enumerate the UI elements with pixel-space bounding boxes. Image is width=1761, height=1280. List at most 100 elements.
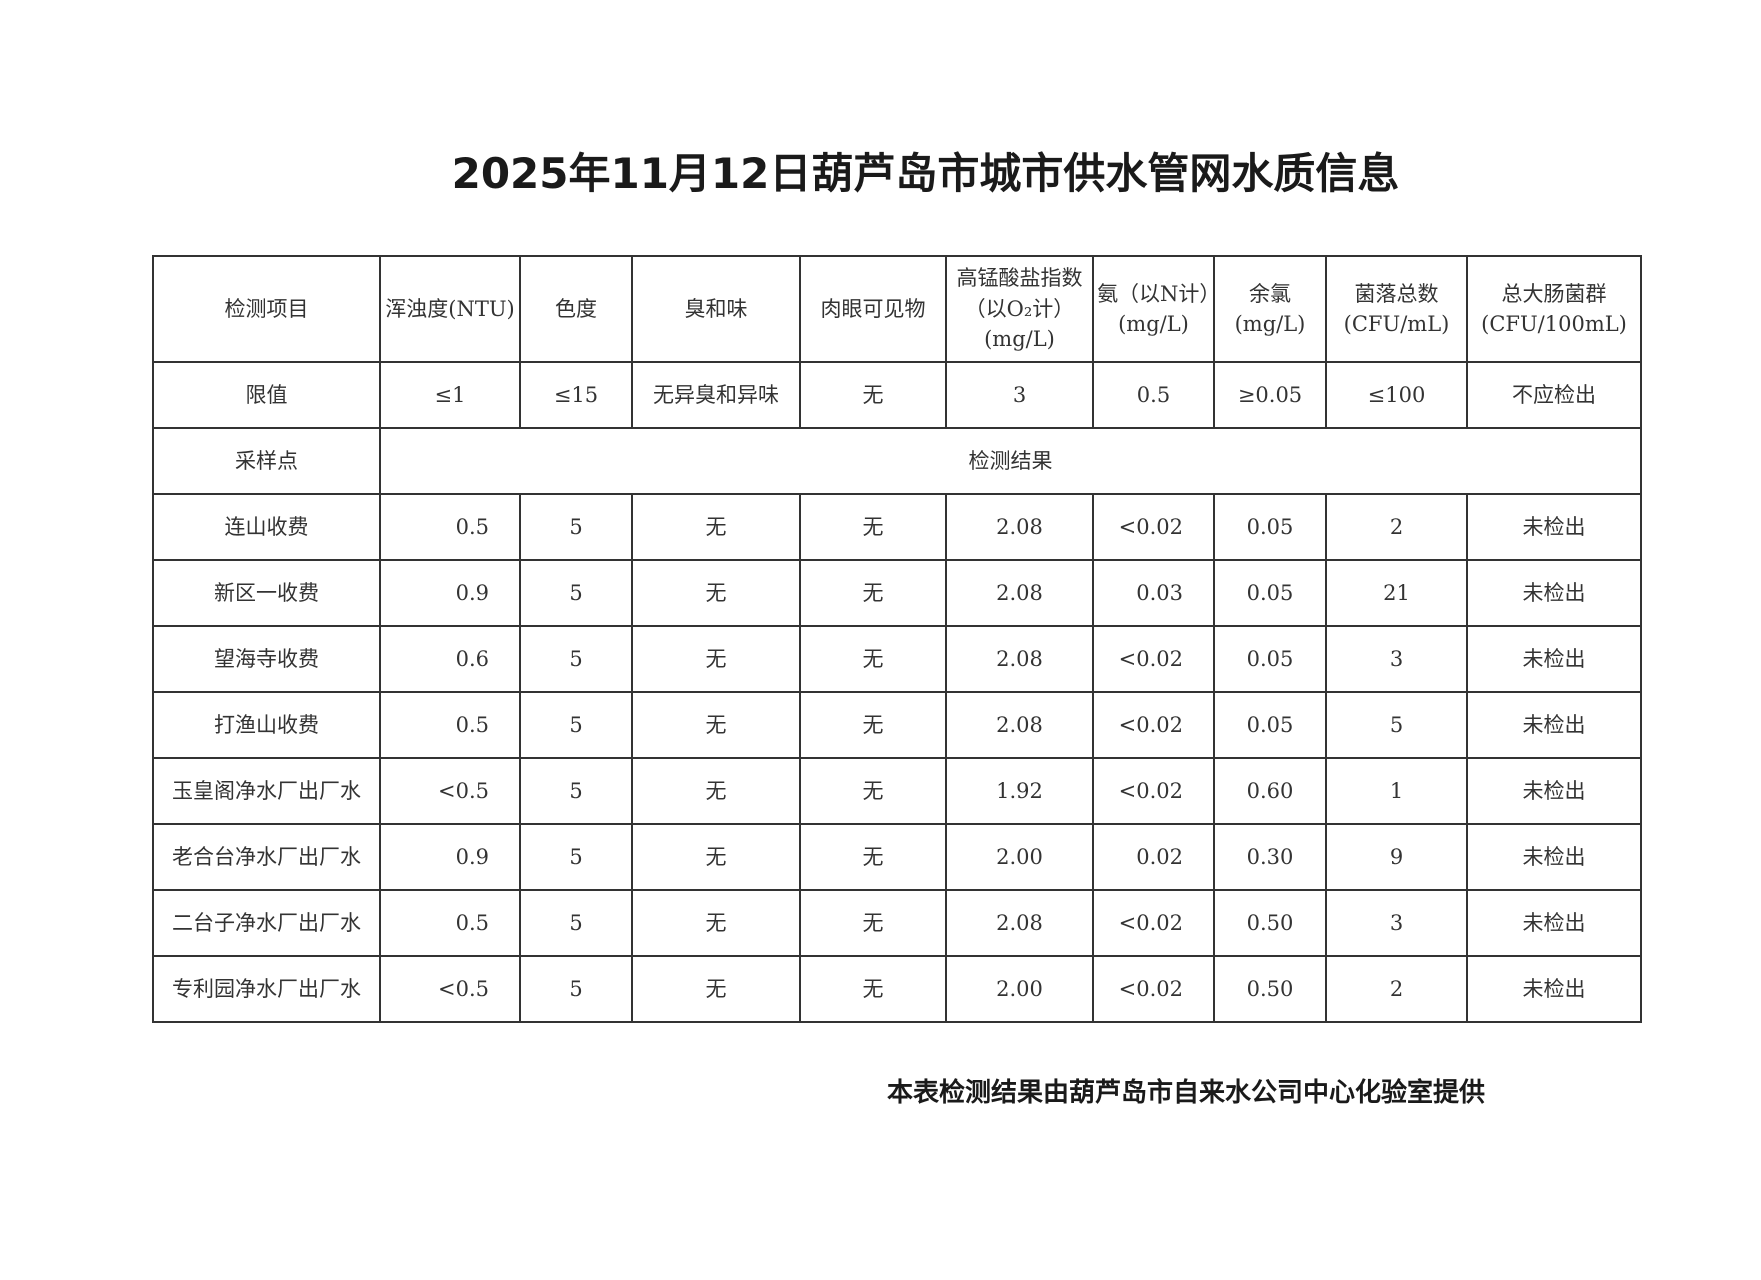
result-cell: 无 xyxy=(631,691,801,759)
result-cell: 未检出 xyxy=(1466,493,1642,561)
result-cell: 2.08 xyxy=(945,691,1094,759)
result-cell: 无 xyxy=(631,757,801,825)
result-cell: 5 xyxy=(1325,691,1468,759)
header-cell: 余氯(mg/L) xyxy=(1213,255,1327,363)
result-cell: 3 xyxy=(1325,625,1468,693)
result-cell: 2.08 xyxy=(945,559,1094,627)
limit-cell: 无 xyxy=(799,361,947,429)
result-cell: 0.9 xyxy=(379,823,521,891)
header-cell: 浑浊度(NTU) xyxy=(379,255,521,363)
limit-cell: ≥0.05 xyxy=(1213,361,1327,429)
result-cell: 5 xyxy=(519,625,633,693)
table-row: 连山收费 0.5 5 无无 2.08 <0.02 0.05 2 未检出 xyxy=(152,493,1642,561)
limit-cell: 无异臭和异味 xyxy=(631,361,801,429)
result-cell: 0.5 xyxy=(379,493,521,561)
result-cell: 5 xyxy=(519,823,633,891)
result-cell: 0.60 xyxy=(1213,757,1327,825)
result-cell: 无 xyxy=(631,625,801,693)
header-cell: 总大肠菌群(CFU/100mL) xyxy=(1466,255,1642,363)
result-cell: 21 xyxy=(1325,559,1468,627)
header-cell: 臭和味 xyxy=(631,255,801,363)
limit-cell: 3 xyxy=(945,361,1094,429)
section-row: 采样点 检测结果 xyxy=(152,427,1642,495)
result-cell: 5 xyxy=(519,691,633,759)
header-cell: 肉眼可见物 xyxy=(799,255,947,363)
result-cell: 2.00 xyxy=(945,823,1094,891)
header-cell: 菌落总数(CFU/mL) xyxy=(1325,255,1468,363)
result-cell: <0.02 xyxy=(1092,889,1215,957)
sample-point: 老合台净水厂出厂水 xyxy=(152,823,381,891)
limits-row: 限值 ≤1 ≤15 无异臭和异味无 3 0.5 ≥0.05 ≤100 不应检出 xyxy=(152,361,1642,429)
result-cell: 无 xyxy=(631,955,801,1023)
limit-cell: ≤100 xyxy=(1325,361,1468,429)
sample-label: 采样点 xyxy=(152,427,381,495)
result-cell: 5 xyxy=(519,757,633,825)
result-cell: 2.08 xyxy=(945,493,1094,561)
result-cell: 9 xyxy=(1325,823,1468,891)
table-row: 新区一收费 0.9 5 无无 2.08 0.03 0.05 21 未检出 xyxy=(152,559,1642,627)
result-cell: 无 xyxy=(799,955,947,1023)
sample-point: 新区一收费 xyxy=(152,559,381,627)
result-cell: <0.02 xyxy=(1092,493,1215,561)
result-cell: <0.02 xyxy=(1092,955,1215,1023)
result-cell: 未检出 xyxy=(1466,757,1642,825)
sample-point: 连山收费 xyxy=(152,493,381,561)
limit-cell: 0.5 xyxy=(1092,361,1215,429)
table-row: 专利园净水厂出厂水 <0.5 5 无无 2.00 <0.02 0.50 2 未检出 xyxy=(152,955,1642,1023)
result-cell: 无 xyxy=(799,625,947,693)
result-cell: 无 xyxy=(799,889,947,957)
result-cell: <0.02 xyxy=(1092,625,1215,693)
result-cell: 无 xyxy=(631,559,801,627)
result-cell: 0.05 xyxy=(1213,691,1327,759)
limit-cell: ≤15 xyxy=(519,361,633,429)
result-cell: 无 xyxy=(799,823,947,891)
limit-cell: ≤1 xyxy=(379,361,521,429)
result-cell: 0.5 xyxy=(379,691,521,759)
result-cell: 0.30 xyxy=(1213,823,1327,891)
result-cell: 未检出 xyxy=(1466,889,1642,957)
result-cell: 1.92 xyxy=(945,757,1094,825)
result-cell: 1 xyxy=(1325,757,1468,825)
result-cell: 无 xyxy=(799,757,947,825)
result-cell: 0.50 xyxy=(1213,955,1327,1023)
table-row: 二台子净水厂出厂水 0.5 5 无无 2.08 <0.02 0.50 3 未检出 xyxy=(152,889,1642,957)
result-cell: 0.05 xyxy=(1213,625,1327,693)
sample-point: 打渔山收费 xyxy=(152,691,381,759)
result-cell: 2.08 xyxy=(945,889,1094,957)
header-cell: 高锰酸盐指数（以O₂计）(mg/L) xyxy=(945,255,1094,363)
result-cell: 无 xyxy=(799,559,947,627)
result-cell: 0.5 xyxy=(379,889,521,957)
limits-label: 限值 xyxy=(152,361,381,429)
result-cell: 2 xyxy=(1325,493,1468,561)
result-cell: 未检出 xyxy=(1466,823,1642,891)
result-cell: 5 xyxy=(519,955,633,1023)
result-cell: 5 xyxy=(519,493,633,561)
result-cell: 无 xyxy=(631,493,801,561)
header-cell: 氨（以N计）(mg/L) xyxy=(1092,255,1215,363)
result-cell: 0.02 xyxy=(1092,823,1215,891)
result-cell: 未检出 xyxy=(1466,625,1642,693)
result-cell: 2 xyxy=(1325,955,1468,1023)
results-label: 检测结果 xyxy=(379,427,1642,495)
sample-point: 专利园净水厂出厂水 xyxy=(152,955,381,1023)
result-cell: 0.50 xyxy=(1213,889,1327,957)
result-cell: 2.08 xyxy=(945,625,1094,693)
sample-point: 望海寺收费 xyxy=(152,625,381,693)
table-row: 老合台净水厂出厂水 0.9 5 无无 2.00 0.02 0.30 9 未检出 xyxy=(152,823,1642,891)
sample-point: 玉皇阁净水厂出厂水 xyxy=(152,757,381,825)
table-row: 望海寺收费 0.6 5 无无 2.08 <0.02 0.05 3 未检出 xyxy=(152,625,1642,693)
result-cell: 0.05 xyxy=(1213,493,1327,561)
result-cell: 无 xyxy=(631,823,801,891)
result-cell: 0.6 xyxy=(379,625,521,693)
table-row: 打渔山收费 0.5 5 无无 2.08 <0.02 0.05 5 未检出 xyxy=(152,691,1642,759)
result-cell: 未检出 xyxy=(1466,559,1642,627)
result-cell: 5 xyxy=(519,559,633,627)
footer-note: 本表检测结果由葫芦岛市自来水公司中心化验室提供 xyxy=(887,1078,1486,1108)
result-cell: <0.02 xyxy=(1092,757,1215,825)
limit-cell: 不应检出 xyxy=(1466,361,1642,429)
result-cell: 未检出 xyxy=(1466,955,1642,1023)
result-cell: 0.03 xyxy=(1092,559,1215,627)
header-cell: 检测项目 xyxy=(152,255,381,363)
result-cell: 未检出 xyxy=(1466,691,1642,759)
document-title: 2025年11月12日葫芦岛市城市供水管网水质信息 xyxy=(451,149,1400,198)
